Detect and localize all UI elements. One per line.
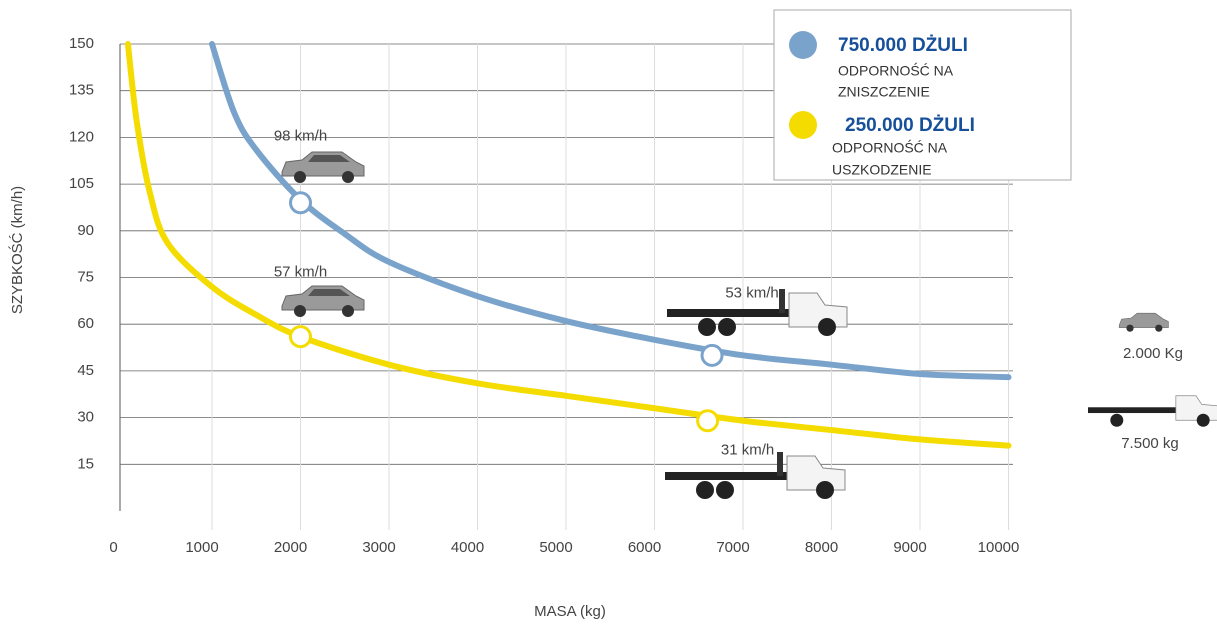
x-tick-label: 1000 — [185, 539, 218, 556]
y-axis-title: SZYBKOŚĆ (km/h) — [8, 186, 26, 314]
x-tick-label: 9000 — [893, 539, 926, 556]
y-tick-label: 90 — [77, 222, 94, 239]
vehicle-label: 7.500 kg — [1121, 435, 1179, 452]
legend-label: 250.000 DŻULI — [845, 115, 975, 136]
legend-label: 750.000 DŻULI — [838, 35, 968, 56]
x-tick-label: 2000 — [274, 539, 307, 556]
truck-icon — [1088, 396, 1217, 427]
legend-description: USZKODZENIE — [832, 162, 932, 178]
y-tick-label: 120 — [69, 128, 94, 145]
data-point-marker — [702, 345, 722, 365]
legend-description: ZNISZCZENIE — [838, 84, 930, 100]
y-tick-label: 45 — [77, 362, 94, 379]
x-tick-label: 8000 — [805, 539, 838, 556]
data-point-marker — [698, 411, 718, 431]
legend-description: ODPORNOŚĆ NA — [838, 62, 954, 79]
truck-icon — [665, 452, 845, 499]
legend-description: ODPORNOŚĆ NA — [832, 139, 948, 156]
chart: 15 30 45 60 75 90 105 120 135 150 0 1000 2000 3000 400… — [0, 0, 1217, 624]
car-icon — [1119, 313, 1168, 332]
annotation: 53 km/h — [725, 284, 778, 301]
legend-swatch — [789, 31, 817, 59]
y-tick-label: 105 — [69, 175, 94, 192]
annotation: 31 km/h — [721, 442, 774, 459]
x-tick-label: 4000 — [451, 539, 484, 556]
x-tick-label: 3000 — [362, 539, 395, 556]
data-point-marker — [291, 327, 311, 347]
x-tick-label: 6000 — [628, 539, 661, 556]
y-tick-label: 15 — [77, 455, 94, 472]
x-tick-label: 7000 — [716, 539, 749, 556]
car-icon — [282, 286, 364, 317]
y-tick-label: 135 — [69, 82, 94, 99]
legend: 750.000 DŻULI ODPORNOŚĆ NA ZNISZCZENIE 2… — [774, 10, 1071, 180]
x-axis-title: MASA (kg) — [534, 603, 606, 620]
annotation: 98 km/h — [274, 128, 327, 145]
y-tick-label: 60 — [77, 315, 94, 332]
y-tick-label: 150 — [69, 35, 94, 52]
y-tick-label: 30 — [77, 409, 94, 426]
page: 15 30 45 60 75 90 105 120 135 150 0 1000 2000 3000 400… — [0, 0, 1217, 629]
x-tick-label: 5000 — [539, 539, 572, 556]
data-point-marker — [291, 193, 311, 213]
x-tick-label: 0 — [109, 539, 117, 556]
legend-swatch — [789, 111, 817, 139]
annotation: 57 km/h — [274, 264, 327, 281]
y-tick-label: 75 — [77, 268, 94, 285]
car-icon — [282, 152, 364, 183]
vehicle-label: 2.000 Kg — [1123, 345, 1183, 362]
x-tick-label: 10000 — [978, 539, 1020, 556]
